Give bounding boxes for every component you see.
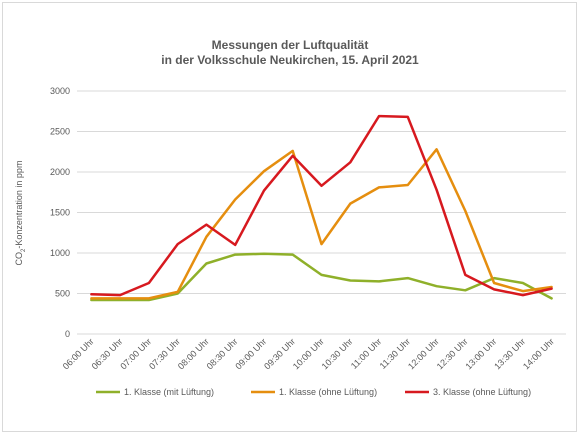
chart-title: Messungen der Luftqualität in der Volkss… (0, 38, 580, 68)
gridlines (77, 90, 566, 335)
series-line (90, 148, 553, 300)
y-tick-label: 0 (65, 329, 70, 339)
y-tick-label: 1500 (50, 208, 70, 218)
y-tick-label: 2500 (50, 127, 70, 137)
y-axis-label-main: CO (14, 252, 24, 266)
legend-label: 1. Klasse (ohne Lüftung) (279, 387, 377, 397)
y-tick-label: 500 (55, 289, 70, 299)
y-tick-labels: 0 500 1000 1500 2000 2500 3000 (50, 86, 70, 339)
chart-frame (2, 2, 577, 432)
series-line (90, 252, 553, 302)
chart-title-line2: in der Volksschule Neukirchen, 15. April… (161, 53, 419, 67)
y-axis-label: CO2-Konzentration in ppm (14, 161, 27, 266)
x-tick-label: 14:00 Uhr (521, 336, 556, 371)
legend: 1. Klasse (mit Lüftung) 1. Klasse (ohne L… (96, 387, 531, 397)
y-axis-label-sub: 2 (21, 248, 27, 252)
legend-label: 3. Klasse (ohne Lüftung) (433, 387, 531, 397)
x-tick-label: 10:30 Uhr (320, 336, 355, 371)
y-tick-label: 1000 (50, 248, 70, 258)
y-axis-label-rest: -Konzentration in ppm (14, 161, 24, 249)
chart-title-line1: Messungen der Luftqualität (211, 38, 369, 52)
y-tick-label: 2000 (50, 167, 70, 177)
series-lines (90, 114, 553, 302)
y-tick-label: 3000 (50, 86, 70, 96)
series-line (90, 114, 553, 297)
legend-label: 1. Klasse (mit Lüftung) (124, 387, 214, 397)
